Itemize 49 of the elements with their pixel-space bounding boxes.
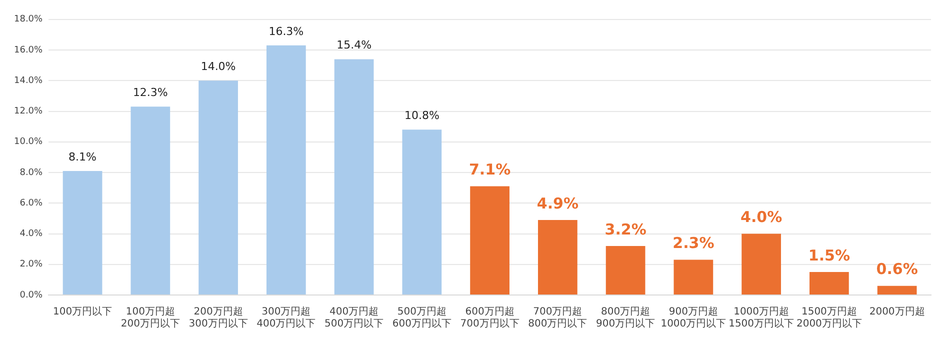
data-label: 7.1% xyxy=(468,160,511,179)
data-label: 4.0% xyxy=(740,208,782,226)
bar xyxy=(674,260,714,294)
x-tick-label: 100万円以下 xyxy=(52,306,112,318)
bar xyxy=(810,272,849,294)
y-tick-label: 2.0% xyxy=(20,260,44,270)
y-tick-label: 12.0% xyxy=(14,106,44,117)
bar xyxy=(538,220,578,294)
bar xyxy=(334,59,374,294)
x-tick-label: 600万円超 700万円以下 xyxy=(460,306,520,330)
bar xyxy=(130,106,170,294)
y-tick-label: 14.0% xyxy=(14,76,44,86)
data-label: 15.4% xyxy=(336,38,372,52)
y-tick-label: 6.0% xyxy=(20,198,44,208)
y-tick-label: 0.0% xyxy=(20,290,44,300)
y-tick-label: 18.0% xyxy=(14,14,44,25)
x-tick-label: 2000万円超 xyxy=(869,306,925,318)
x-tick-label: 900万円超 1000万円以下 xyxy=(660,306,726,330)
data-label: 12.3% xyxy=(132,86,168,100)
x-tick-label: 400万円超 500万円以下 xyxy=(324,306,384,330)
x-tick-label: 300万円超 400万円以下 xyxy=(256,306,316,330)
data-label: 10.8% xyxy=(404,109,440,122)
y-tick-label: 8.0% xyxy=(20,168,44,178)
x-tick-label: 200万円超 300万円以下 xyxy=(188,306,248,330)
bar xyxy=(742,234,781,294)
data-label: 2.3% xyxy=(672,234,714,252)
y-tick-label: 16.0% xyxy=(14,45,44,56)
data-label: 0.6% xyxy=(876,260,918,278)
data-label: 14.0% xyxy=(200,60,236,74)
bar xyxy=(198,80,238,294)
x-tick-label: 500万円超 600万円以下 xyxy=(392,306,452,330)
x-tick-label: 800万円超 900万円以下 xyxy=(596,306,656,330)
bar xyxy=(62,170,102,294)
data-label: 4.9% xyxy=(536,194,578,212)
x-tick-label: 1000万円超 1500万円以下 xyxy=(728,306,794,330)
x-tick-label: 700万円超 800万円以下 xyxy=(528,306,588,330)
data-label: 3.2% xyxy=(604,220,646,238)
x-tick-label: 100万円超 200万円以下 xyxy=(120,306,180,330)
data-label: 8.1% xyxy=(68,150,97,164)
bar xyxy=(266,45,306,294)
data-label: 1.5% xyxy=(808,246,850,264)
y-tick-label: 10.0% xyxy=(14,137,44,148)
bar xyxy=(606,246,646,294)
bar xyxy=(402,130,442,294)
x-tick-label: 1500万円超 2000万円以下 xyxy=(796,306,862,330)
bar xyxy=(470,186,510,294)
bar xyxy=(877,286,917,294)
data-label: 16.3% xyxy=(268,24,304,38)
y-tick-label: 4.0% xyxy=(20,229,44,240)
